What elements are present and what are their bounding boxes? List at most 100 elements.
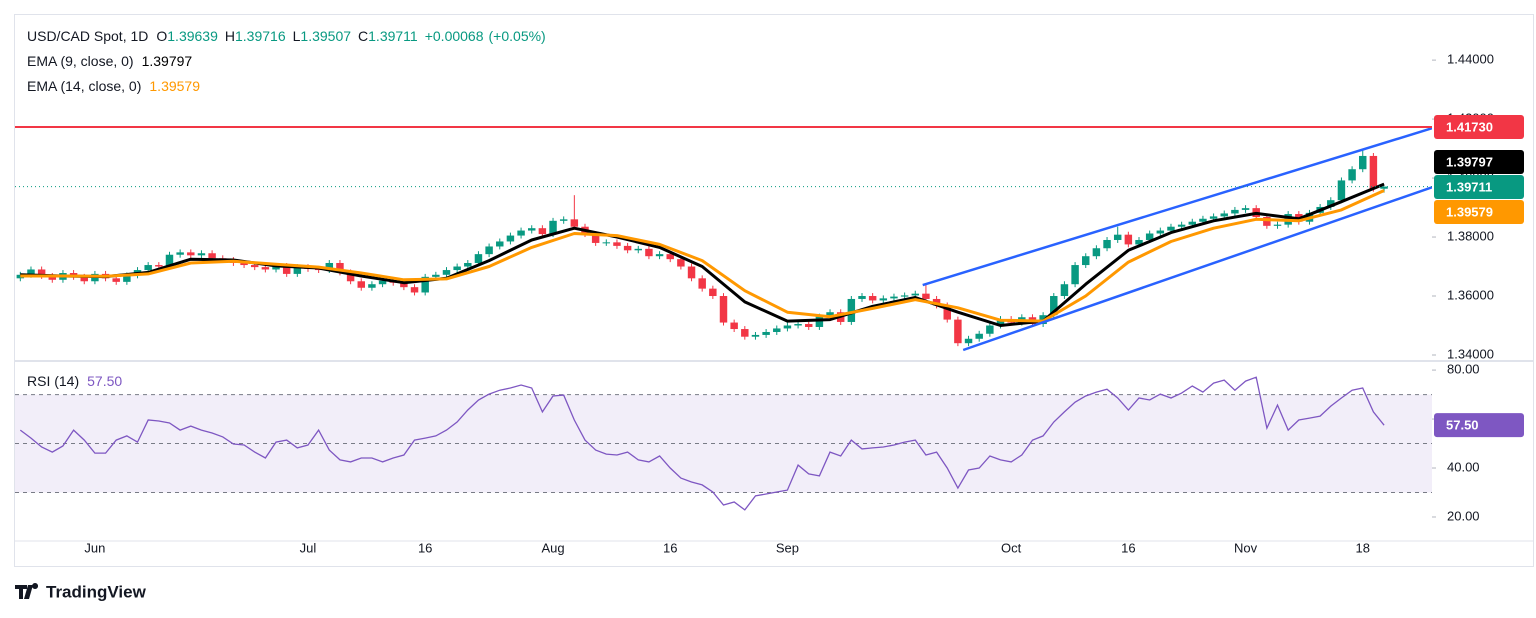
candle-body [485, 246, 493, 255]
legend-entry: EMA (14, close, 0) 1.39579 [27, 78, 200, 94]
x-tick-label: Aug [541, 540, 564, 555]
candle-body [1177, 224, 1186, 227]
candle-body [112, 278, 120, 282]
chart-frame [14, 14, 1534, 567]
candle-body [27, 269, 35, 275]
x-tick-label: Nov [1234, 540, 1258, 555]
candle-body [773, 328, 781, 332]
candle-body [538, 228, 547, 235]
legend-entry: RSI (14) 57.50 [27, 373, 122, 389]
candle-body [208, 253, 216, 259]
candle-body [879, 298, 888, 301]
ema-line [20, 189, 1385, 323]
candle-body [591, 234, 600, 243]
legend-entry: EMA (9, close, 0) 1.39797 [27, 53, 192, 69]
candle-body [272, 265, 280, 270]
candle-body [826, 312, 834, 317]
candle-body [336, 262, 344, 273]
candle-body [1188, 221, 1197, 225]
candle-body [1337, 180, 1346, 201]
candle-body [815, 316, 824, 327]
x-tick-label: 16 [663, 540, 677, 555]
candle-body [176, 252, 184, 255]
candle-body [1359, 155, 1367, 170]
x-tick-label: 18 [1356, 540, 1370, 555]
candle-body [794, 324, 802, 326]
ohlc-label: O [156, 28, 167, 44]
x-tick-label: 16 [418, 540, 432, 555]
candle-body [1050, 296, 1058, 316]
candle-body [261, 267, 270, 270]
candle-body [197, 253, 206, 256]
price-tag-label: 1.39711 [1446, 179, 1492, 194]
candle-body [293, 267, 302, 274]
candle-body [346, 272, 355, 282]
y-tick-label: 20.00 [1447, 508, 1480, 523]
candle-body [900, 295, 909, 297]
candle-body [496, 241, 504, 247]
candle-body [1263, 216, 1271, 226]
x-tick-label: Sep [776, 540, 799, 555]
price-tag-label: 57.50 [1446, 418, 1479, 433]
legend-title-line: USD/CAD Spot, 1D O1.39639 H1.39716 L1.39507… [27, 28, 546, 44]
channel-line [962, 185, 1432, 352]
candle-body [868, 296, 877, 301]
candle-body [357, 281, 365, 288]
candle-body [474, 254, 483, 263]
candle-body [325, 262, 334, 271]
candle-body [730, 322, 738, 330]
candle-body [144, 265, 152, 271]
price-tag [1434, 200, 1524, 225]
brand-name: TradingView [46, 582, 147, 601]
candle-body [453, 266, 461, 271]
axes: Jun Jul 16 Aug 16 Sep Oct 16 Nov 18 1.34000 1.36000… [84, 52, 1524, 555]
change-value: +0.00068 [425, 28, 484, 44]
price-tag-label: 1.39579 [1446, 204, 1493, 219]
candle-body [1135, 239, 1143, 245]
price-tag [1434, 175, 1524, 200]
ohlc-label: C [358, 28, 368, 44]
candle-body [655, 254, 664, 257]
rsi-line [19, 376, 1385, 511]
candle-body [698, 278, 706, 289]
candle-body [762, 331, 770, 335]
candle-body [559, 219, 568, 221]
ohlc-value: 1.39711 [368, 28, 418, 44]
candle-body [1060, 284, 1069, 297]
candle-body [1071, 265, 1079, 285]
brand-logo: TradingView [15, 582, 147, 601]
candle-body [1241, 208, 1250, 210]
y-tick-label: 1.38000 [1447, 228, 1494, 243]
ohlc-value: 1.39639 [167, 28, 218, 44]
candle-body [964, 338, 973, 344]
candle-body [1231, 209, 1239, 214]
y-tick-label: 1.36000 [1447, 287, 1494, 302]
y-tick-label: 80.00 [1447, 362, 1480, 377]
candle-body [634, 248, 642, 251]
candle-body [1103, 239, 1111, 249]
candle-body [741, 329, 749, 337]
candle-body [240, 262, 248, 266]
price-pane [15, 126, 1432, 352]
candle-body [80, 276, 88, 282]
candle-body [165, 254, 174, 267]
candle-body [1082, 256, 1090, 266]
candle-body [421, 276, 429, 293]
candle-body [549, 220, 557, 235]
candle-body [975, 333, 983, 339]
candle-body [282, 265, 291, 274]
y-tick-label: 40.00 [1447, 459, 1480, 474]
ohlc-label: L [293, 28, 301, 44]
candle-body [1199, 218, 1207, 222]
candle-body [400, 282, 408, 288]
candle-body [645, 248, 653, 257]
candle-body [1145, 233, 1154, 240]
candle-body [250, 265, 259, 268]
candle-body [986, 325, 994, 334]
price-tag [1434, 413, 1524, 438]
candle-body [911, 293, 920, 296]
candle-body [719, 296, 728, 323]
candle-body [847, 298, 856, 322]
